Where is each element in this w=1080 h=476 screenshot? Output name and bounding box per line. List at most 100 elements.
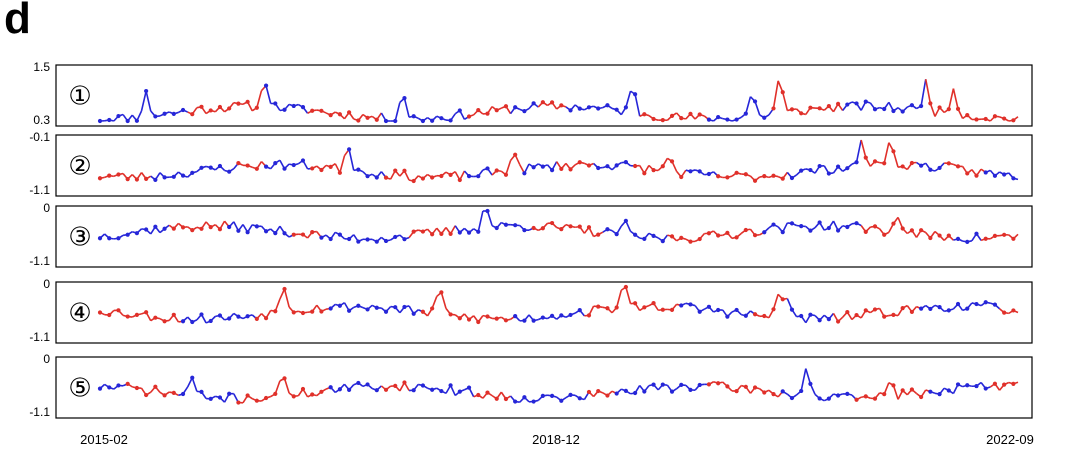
data-point — [743, 313, 748, 318]
data-point — [974, 117, 979, 122]
data-point — [180, 107, 186, 113]
data-point — [162, 175, 167, 180]
data-point — [679, 303, 684, 308]
data-point — [411, 178, 416, 184]
data-point — [503, 318, 509, 323]
series-segment — [274, 298, 281, 312]
data-point — [808, 105, 813, 110]
data-point — [134, 231, 140, 236]
data-point — [937, 392, 942, 397]
data-point — [863, 308, 868, 313]
data-point — [909, 160, 914, 166]
data-point — [116, 236, 121, 241]
data-point — [328, 164, 333, 169]
data-point — [107, 236, 112, 241]
data-point — [162, 393, 167, 398]
panel-3: 0 -1.1 ③ — [29, 201, 1033, 268]
panel-1: 1.5 0.3 ① — [33, 60, 1033, 127]
data-point — [549, 313, 555, 318]
data-point — [946, 233, 951, 238]
data-point — [485, 314, 490, 319]
data-point — [559, 103, 564, 108]
data-point — [171, 226, 176, 231]
data-point — [393, 234, 398, 240]
data-point — [789, 107, 795, 112]
data-point — [983, 170, 988, 175]
data-point — [974, 173, 979, 178]
data-point — [946, 107, 951, 112]
data-point — [688, 239, 693, 244]
panel-frame — [55, 134, 1033, 197]
data-point — [642, 305, 647, 310]
series-segment — [800, 368, 807, 392]
data-point — [928, 167, 933, 172]
panel-frame — [55, 281, 1033, 344]
data-point — [633, 232, 638, 237]
data-point — [642, 236, 647, 241]
data-point — [688, 111, 693, 116]
data-point — [559, 313, 564, 318]
data-point — [153, 384, 158, 389]
data-point — [577, 160, 582, 165]
data-point — [97, 236, 103, 241]
data-point — [771, 392, 776, 397]
data-point — [882, 161, 887, 166]
data-point — [393, 383, 398, 388]
data-point — [457, 230, 462, 235]
data-point — [835, 164, 841, 169]
data-point — [273, 101, 278, 106]
data-point — [780, 389, 785, 394]
data-point — [642, 171, 647, 176]
data-point — [679, 382, 684, 388]
series-segment — [283, 288, 290, 308]
panel-letter: d — [4, 0, 31, 43]
data-point — [835, 319, 841, 324]
data-point — [605, 393, 610, 398]
data-point — [706, 382, 712, 387]
data-point — [716, 381, 721, 386]
data-point — [282, 286, 287, 292]
data-point — [891, 108, 896, 114]
data-point — [190, 228, 195, 233]
data-point — [568, 392, 573, 397]
data-point — [540, 100, 545, 105]
data-point — [789, 307, 795, 312]
data-point — [891, 383, 896, 388]
data-point — [310, 166, 315, 171]
data-point — [771, 106, 776, 111]
data-point — [688, 387, 693, 392]
data-point — [319, 108, 324, 113]
panel-badge: ⑤ — [68, 374, 91, 404]
data-point — [992, 173, 998, 178]
data-point — [808, 312, 813, 317]
data-point — [319, 167, 324, 173]
data-point — [356, 380, 361, 386]
data-point — [559, 398, 564, 403]
data-point — [549, 167, 555, 173]
data-point — [485, 390, 490, 395]
data-point — [642, 389, 647, 394]
data-point — [494, 316, 499, 321]
data-point — [356, 303, 361, 308]
panel-badge: ④ — [68, 299, 91, 329]
data-point — [808, 228, 813, 233]
data-point — [882, 392, 887, 397]
data-point — [383, 175, 389, 180]
data-point — [752, 233, 758, 238]
data-point — [383, 309, 389, 314]
data-point — [835, 101, 841, 106]
data-point — [430, 306, 435, 311]
data-point — [734, 389, 739, 394]
panel-5: 0 -1.1 ⑤ — [29, 352, 1033, 419]
data-point — [365, 115, 370, 120]
data-point — [374, 175, 379, 180]
data-point — [965, 306, 970, 311]
data-point — [799, 388, 804, 394]
data-point — [983, 236, 988, 241]
data-point — [402, 96, 407, 101]
data-point — [928, 235, 933, 241]
data-point — [679, 116, 684, 121]
data-point — [845, 309, 850, 315]
data-point — [955, 164, 961, 169]
